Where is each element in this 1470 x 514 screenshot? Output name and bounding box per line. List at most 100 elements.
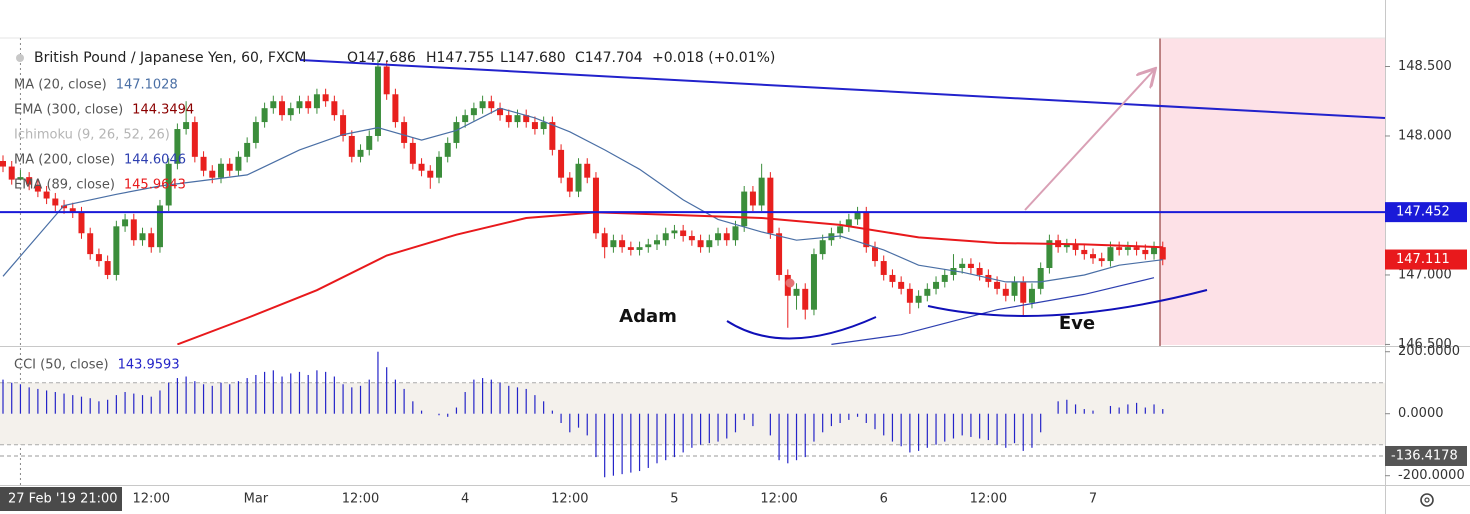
x-tick-label: Mar bbox=[244, 492, 269, 507]
candle-body bbox=[261, 108, 268, 123]
y-tick-label: 147.000 bbox=[1398, 267, 1452, 282]
legend: MA (20, close) 147.1028 EMA (300, close) 14… bbox=[14, 78, 194, 373]
cci-marker-label: -136.4178 bbox=[1391, 448, 1458, 463]
price-pane bbox=[0, 59, 1166, 345]
candle-body bbox=[235, 156, 242, 171]
candle-body bbox=[566, 177, 573, 192]
candle-body bbox=[226, 163, 233, 171]
candle-body bbox=[453, 122, 460, 143]
legend-value: 145.9643 bbox=[124, 178, 186, 193]
candle-body bbox=[156, 205, 163, 248]
candle-body bbox=[139, 233, 146, 241]
candle-body bbox=[558, 149, 565, 178]
legend-value: 147.1028 bbox=[116, 78, 178, 93]
candle-body bbox=[601, 233, 608, 248]
candle-body bbox=[348, 135, 355, 157]
candle-body bbox=[819, 240, 826, 255]
candle-body bbox=[776, 233, 783, 275]
candle-body bbox=[1046, 240, 1053, 269]
candle-body bbox=[898, 281, 905, 289]
candle-body bbox=[26, 177, 33, 185]
candle-body bbox=[627, 247, 634, 250]
candle-body bbox=[872, 247, 878, 262]
candle-body bbox=[392, 94, 399, 123]
candle-body bbox=[967, 263, 974, 269]
candle-body bbox=[915, 295, 922, 303]
y-tick-label: -200.0000 bbox=[1398, 468, 1465, 483]
legend-value: 144.3494 bbox=[132, 103, 194, 118]
projection-zone bbox=[1160, 38, 1385, 345]
candle-body bbox=[662, 233, 669, 241]
candle-body bbox=[1142, 249, 1149, 255]
marker-dot bbox=[785, 278, 795, 288]
candle-body bbox=[444, 142, 451, 157]
candle-body bbox=[1151, 247, 1158, 255]
gear-icon[interactable] bbox=[1420, 493, 1434, 507]
cci-value: 143.9593 bbox=[118, 358, 180, 373]
candle-body bbox=[688, 236, 695, 241]
candle-body bbox=[122, 219, 129, 227]
candle-body bbox=[296, 101, 303, 109]
candle-body bbox=[61, 205, 68, 209]
candle-body bbox=[174, 129, 181, 164]
cci-band bbox=[0, 382, 1385, 445]
candle-body bbox=[645, 244, 652, 248]
candle-body bbox=[514, 115, 521, 123]
price-label: 147.452 bbox=[1396, 205, 1450, 220]
candle-body bbox=[854, 212, 861, 220]
settings-button[interactable] bbox=[1420, 493, 1434, 507]
candle-body bbox=[1011, 281, 1018, 296]
candle-body bbox=[191, 122, 198, 157]
candle-body bbox=[479, 101, 486, 109]
candle-body bbox=[549, 122, 556, 150]
candle-body bbox=[279, 101, 286, 116]
candle-body bbox=[113, 226, 120, 275]
candle-body bbox=[1098, 258, 1105, 262]
x-tick-label: 12:00 bbox=[133, 492, 170, 507]
y-tick-label: 0.0000 bbox=[1398, 406, 1444, 421]
candle-body bbox=[723, 233, 730, 241]
candle-body bbox=[706, 240, 713, 248]
candle-body bbox=[741, 191, 748, 227]
candle-body bbox=[69, 208, 76, 213]
gear-center[interactable] bbox=[1424, 497, 1430, 503]
candle-body bbox=[880, 261, 887, 275]
price-label-box bbox=[1385, 202, 1467, 223]
candle-body bbox=[793, 288, 800, 296]
candle-body bbox=[322, 94, 329, 102]
x-tick-label: 5 bbox=[670, 492, 678, 507]
x-tick-label: 27 Feb '19 21:00 bbox=[8, 492, 118, 507]
candle-body bbox=[340, 115, 347, 136]
symbol-title: British Pound / Japanese Yen, 60, FXCM bbox=[34, 50, 306, 66]
candle-body bbox=[427, 170, 434, 178]
candle-body bbox=[52, 198, 59, 206]
candle-body bbox=[592, 177, 599, 234]
x-tick-label: 12:00 bbox=[342, 492, 379, 507]
candle-body bbox=[837, 226, 844, 234]
candle-body bbox=[1020, 281, 1027, 303]
candle-body bbox=[523, 115, 530, 123]
candle-body bbox=[183, 122, 190, 130]
legend-name: MA (20, close) bbox=[14, 78, 107, 93]
candle-body bbox=[584, 163, 591, 178]
candle-body bbox=[619, 240, 626, 248]
ohlc-value: O147.686 bbox=[347, 50, 416, 66]
eve-curve bbox=[927, 289, 1208, 317]
candle-body bbox=[1072, 244, 1079, 250]
candle-body bbox=[218, 163, 224, 178]
candle-body bbox=[505, 115, 512, 123]
candle-body bbox=[959, 263, 966, 269]
candle-body bbox=[941, 274, 948, 282]
candle-body bbox=[497, 108, 504, 116]
candle-body bbox=[924, 288, 931, 296]
ohlc-value: C147.704 bbox=[575, 50, 643, 66]
candle-body bbox=[1116, 247, 1123, 250]
candle-body bbox=[802, 288, 809, 310]
candle-body bbox=[1028, 288, 1035, 303]
candle-body bbox=[0, 160, 6, 167]
candle-body bbox=[87, 233, 94, 255]
indicator-line bbox=[177, 211, 1163, 345]
axes: 148.500 148.000 147.000 146.500 147.452 147.1… bbox=[0, 59, 1467, 511]
candle-body bbox=[1090, 254, 1096, 259]
annotation: Adam bbox=[619, 306, 677, 327]
